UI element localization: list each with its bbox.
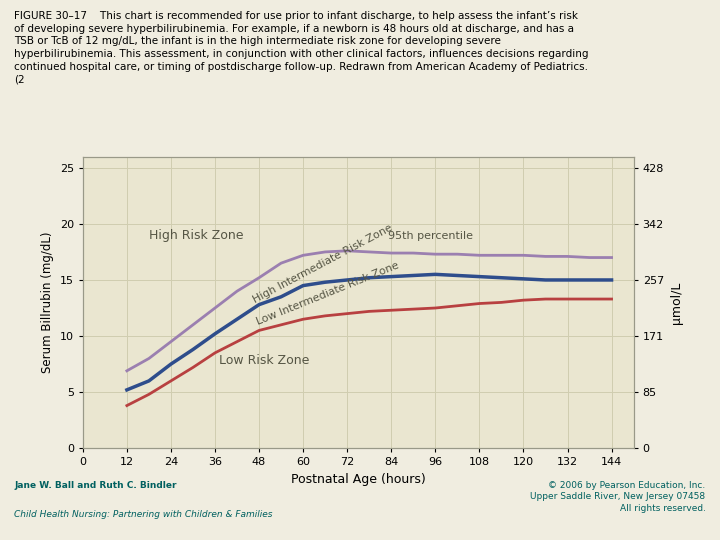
Text: High Risk Zone: High Risk Zone [149, 228, 243, 241]
Text: Low Intermediate Risk Zone: Low Intermediate Risk Zone [256, 260, 401, 327]
Text: Low Risk Zone: Low Risk Zone [219, 354, 309, 367]
Text: Child Health Nursing: Partnering with Children & Families: Child Health Nursing: Partnering with Ch… [14, 510, 273, 519]
Text: Jane W. Ball and Ruth C. Bindler: Jane W. Ball and Ruth C. Bindler [14, 481, 177, 490]
Text: © 2006 by Pearson Education, Inc.
Upper Saddle River, New Jersey 07458
All right: © 2006 by Pearson Education, Inc. Upper … [531, 481, 706, 513]
Text: 95th percentile: 95th percentile [387, 231, 472, 241]
X-axis label: Postnatal Age (hours): Postnatal Age (hours) [291, 473, 426, 486]
Y-axis label: Serum Billrubin (mg/dL): Serum Billrubin (mg/dL) [41, 232, 54, 373]
Y-axis label: μmol/L: μmol/L [670, 281, 683, 323]
Text: FIGURE 30–17    This chart is recommended for use prior to infant discharge, to : FIGURE 30–17 This chart is recommended f… [14, 11, 589, 85]
Text: High Intermediate Risk Zone: High Intermediate Risk Zone [252, 222, 395, 305]
